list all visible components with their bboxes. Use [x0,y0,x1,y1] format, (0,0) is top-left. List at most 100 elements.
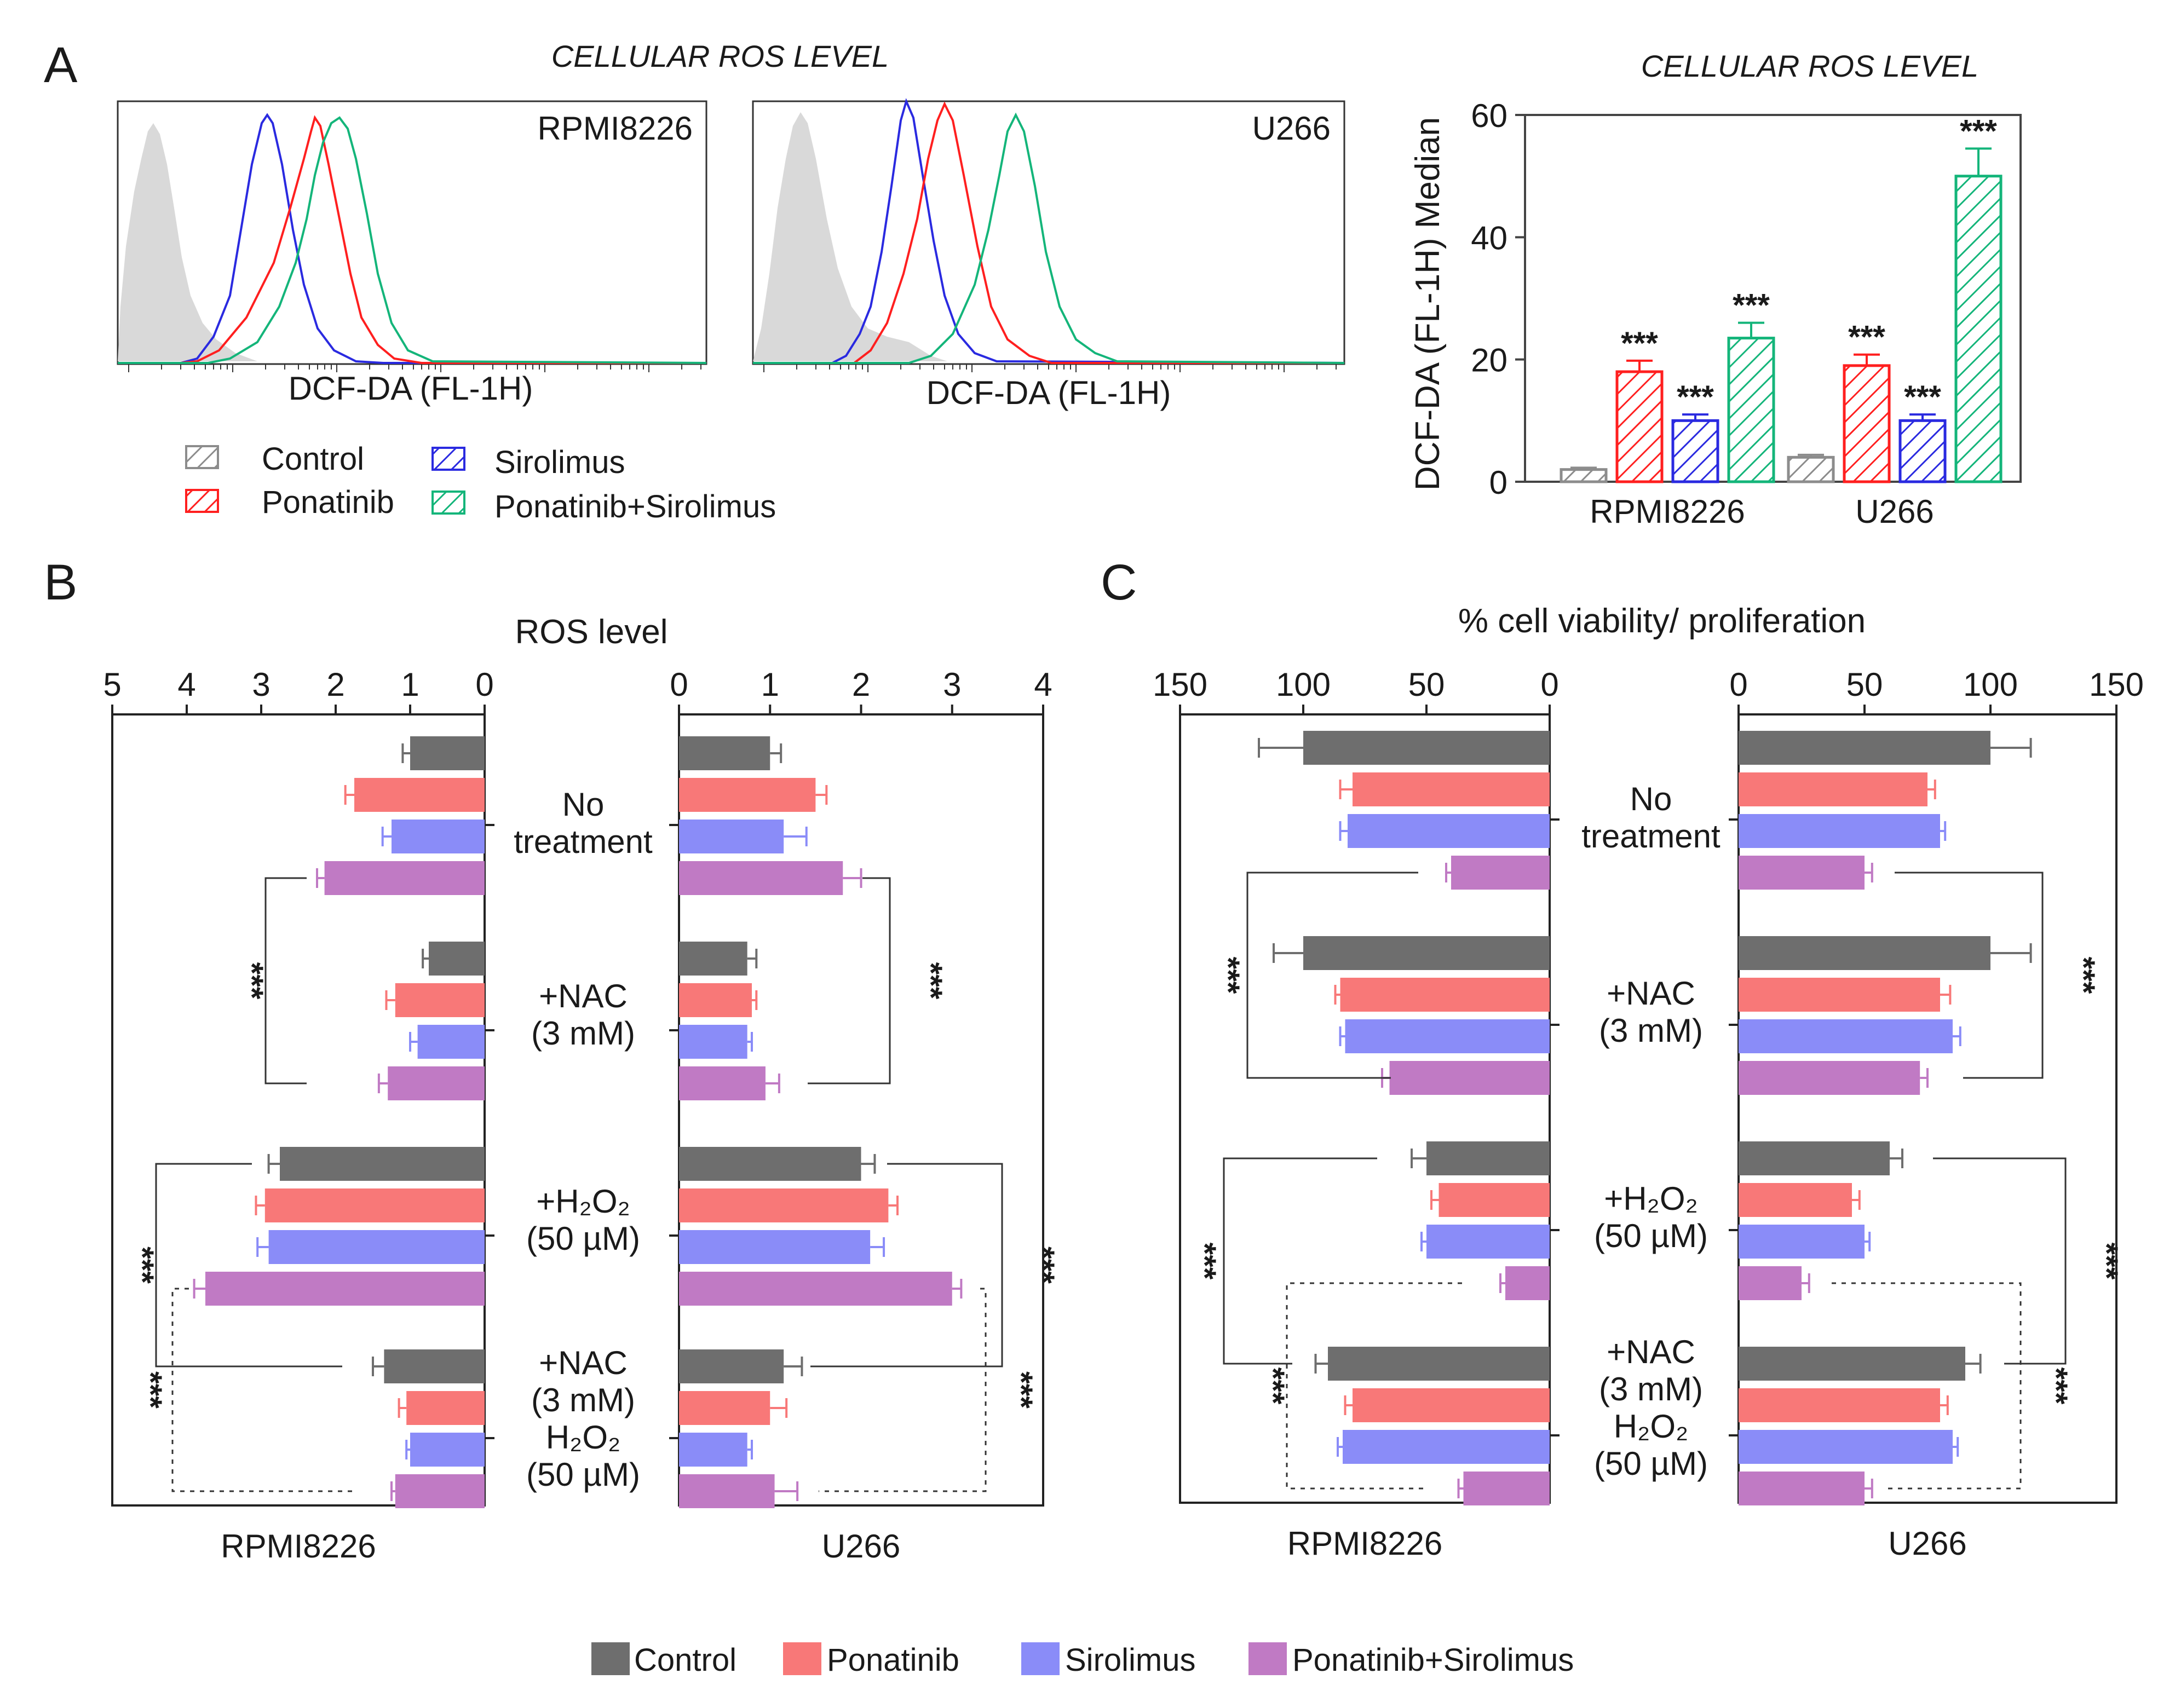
x-tick-label: 1 [401,666,419,703]
significance-bracket [1933,1157,2067,1365]
bar-combo [395,1474,485,1508]
x-tick-label: 4 [1034,666,1052,703]
significance-bracket [819,1288,987,1492]
ponatinib-histogram-line [118,115,706,364]
bar-combo [1505,1266,1550,1300]
significance-stars: *** [133,1371,168,1409]
bottom-legend-swatch-sirolimus [1021,1642,1060,1675]
group-label: (3 mM) [1599,1371,1703,1407]
bar-combo [1954,175,2003,483]
bar-ponatinib [1340,978,1550,1012]
group-label: +NAC [539,1345,628,1381]
bar-sirolimus [1739,1430,1953,1464]
bar-sirolimus [1345,1019,1550,1053]
significance-stars: *** [124,1247,160,1284]
bar-ponatinib [1739,1183,1852,1217]
x-tick-label: 100 [1276,666,1331,703]
bar-combo [205,1272,485,1306]
control-histogram-fill [753,112,947,361]
bar-ponatinib [395,983,485,1017]
group-label: treatment [514,823,653,860]
bar-ponatinib [679,778,816,812]
bar-combo [324,861,485,895]
bottom-legend-label-combo: Ponatinib+Sirolimus [1292,1642,1574,1678]
sirolimus-histogram-line [118,113,706,364]
group-label: +H₂O₂ [536,1183,630,1220]
bar-combo [1389,1061,1550,1095]
y-tick-label: 40 [1471,220,1507,256]
significance-bracket [155,1163,342,1367]
bottom-legend-label-control: Control [634,1642,736,1678]
group-label: No [1630,781,1672,817]
x-tick-label: 150 [1153,666,1207,703]
legend-label-ponatinib: Ponatinib [262,484,394,520]
bar-combo [1463,1472,1550,1505]
significance-stars: *** [2038,1367,2074,1405]
bar-control [679,942,747,976]
bar-control [1739,936,1990,970]
significance-stars: *** [234,962,269,1000]
significance-stars: *** [1848,320,1885,355]
legend-label-combo: Ponatinib+Sirolimus [494,489,776,524]
x-tick-label: 4 [177,666,195,703]
bar-control [410,736,485,770]
significance-stars: *** [1677,379,1714,415]
group-label: (50 µM) [1594,1445,1708,1482]
panel-frame [1179,713,1551,1504]
significance-bracket [1223,1157,1377,1365]
bottom-legend-swatch-combo [1248,1642,1287,1675]
bar-control [1426,1141,1550,1175]
significance-bracket [810,1163,1003,1367]
significance-stars: *** [1003,1371,1039,1409]
bar-control [1560,468,1608,483]
significance-stars: *** [1960,113,1997,149]
panel-letter-a: A [44,37,78,93]
group-label: (3 mM) [531,1382,635,1418]
bottom-legend-swatch-ponatinib [783,1642,821,1675]
bar-sirolimus [1739,814,1940,848]
bar-ponatinib [1615,370,1664,483]
cell-line-label: U266 [822,1528,900,1565]
bar-control [679,1349,784,1383]
histogram-x-ticks [128,364,701,372]
group-label: H₂O₂ [1614,1408,1689,1445]
x-tick-label: 0 [670,666,688,703]
significance-stars: *** [1025,1247,1061,1284]
x-tick-label: 100 [1963,666,2018,703]
bar-sirolimus [1426,1225,1550,1259]
legend-label-sirolimus: Sirolimus [494,445,625,480]
significance-bracket [1895,872,2044,1079]
significance-stars: *** [1621,326,1658,361]
bar-control [429,942,485,976]
bar-chart-title: CELLULAR ROS LEVEL [1641,49,1978,83]
panel-a-title: CELLULAR ROS LEVEL [551,39,889,73]
bar-ponatinib [1353,772,1550,806]
bar-ponatinib [679,1188,889,1222]
bar-sirolimus [417,1025,485,1059]
bar-sirolimus [679,1433,747,1467]
bar-ponatinib [264,1188,485,1222]
significance-bracket [264,877,307,1084]
significance-stars: *** [1904,379,1941,415]
group-label: (3 mM) [531,1015,635,1052]
x-tick-label: 0 [1540,666,1558,703]
bar-ponatinib [1353,1388,1550,1422]
significance-bracket [808,877,891,1084]
x-tick-label: 2 [326,666,344,703]
y-tick-label: 60 [1471,97,1507,134]
panel-c-title: % cell viability/ proliferation [1458,602,1866,640]
bar-combo [1739,1472,1865,1505]
legend-swatch-ponatinib [185,489,219,513]
cell-line-label: RPMI8226 [221,1528,376,1565]
bar-control [1303,936,1550,970]
significance-stars: *** [1255,1367,1291,1405]
bottom-legend: Control Ponatinib Sirolimus Ponatinib+Si… [591,1642,1574,1678]
x-tick-label: 1 [761,666,779,703]
legend-swatch-combo [431,491,465,515]
bar-ponatinib [1439,1183,1550,1217]
significance-stars: *** [2065,957,2101,994]
bar-control [679,1147,861,1181]
x-tick-label: 50 [1408,666,1445,703]
bar-sirolimus [679,1025,747,1059]
